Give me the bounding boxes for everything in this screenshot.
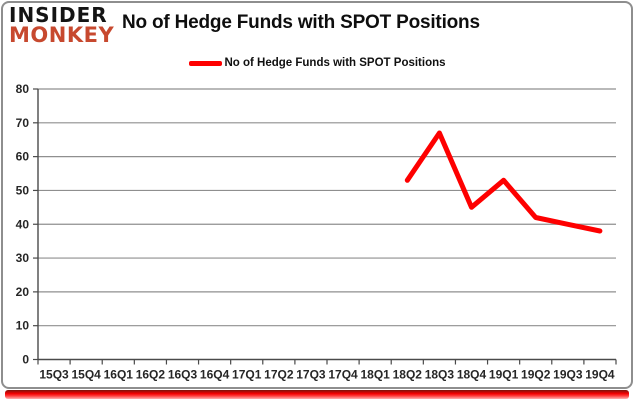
legend-line-marker (189, 60, 223, 66)
insider-monkey-logo: INSIDER MONKEY (9, 3, 115, 47)
svg-text:16Q2: 16Q2 (136, 368, 166, 382)
svg-text:0: 0 (22, 353, 29, 367)
svg-text:50: 50 (16, 183, 30, 197)
svg-text:18Q2: 18Q2 (393, 368, 423, 382)
svg-text:70: 70 (16, 116, 30, 130)
svg-text:16Q3: 16Q3 (168, 368, 198, 382)
svg-text:10: 10 (16, 319, 30, 333)
logo-text-insider: INSIDER (9, 3, 108, 27)
legend-label: No of Hedge Funds with SPOT Positions (224, 57, 446, 69)
svg-text:19Q4: 19Q4 (585, 368, 615, 382)
svg-text:60: 60 (16, 150, 30, 164)
svg-text:80: 80 (16, 82, 30, 96)
svg-text:15Q3: 15Q3 (39, 368, 69, 382)
svg-text:18Q4: 18Q4 (457, 368, 487, 382)
svg-text:17Q4: 17Q4 (328, 368, 358, 382)
svg-text:17Q1: 17Q1 (232, 368, 262, 382)
svg-text:19Q1: 19Q1 (489, 368, 519, 382)
svg-text:17Q3: 17Q3 (296, 368, 326, 382)
chart-title: No of Hedge Funds with SPOT Positions (122, 12, 480, 33)
legend: No of Hedge Funds with SPOT Positions (0, 56, 635, 70)
svg-text:30: 30 (16, 251, 30, 265)
chart-card (1, 1, 633, 389)
svg-text:16Q4: 16Q4 (200, 368, 230, 382)
svg-text:18Q1: 18Q1 (360, 368, 390, 382)
svg-text:16Q1: 16Q1 (104, 368, 134, 382)
svg-text:19Q3: 19Q3 (553, 368, 583, 382)
svg-text:19Q2: 19Q2 (521, 368, 551, 382)
svg-text:40: 40 (16, 217, 30, 231)
svg-text:20: 20 (16, 285, 30, 299)
bottom-accent-bar (5, 390, 629, 399)
svg-text:15Q4: 15Q4 (71, 368, 101, 382)
svg-text:18Q3: 18Q3 (425, 368, 455, 382)
svg-text:17Q2: 17Q2 (264, 368, 294, 382)
logo-text-monkey: MONKEY (9, 23, 115, 47)
